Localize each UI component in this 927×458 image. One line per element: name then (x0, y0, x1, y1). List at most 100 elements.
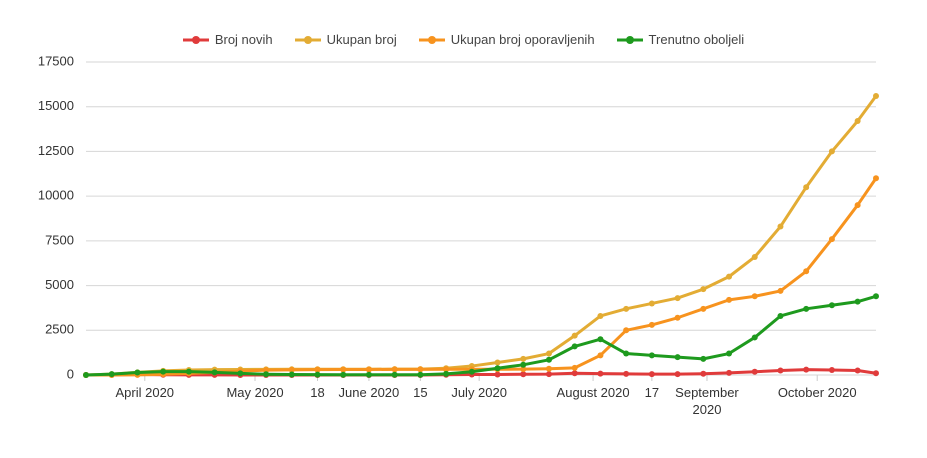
y-tick-label: 15000 (38, 98, 74, 113)
data-point (828, 236, 835, 243)
legend: Broj novih Ukupan broj Ukupan broj oporavl… (0, 32, 927, 47)
data-point (211, 369, 218, 376)
data-point (571, 370, 578, 377)
data-point (777, 287, 784, 294)
data-point (648, 352, 655, 359)
y-tick-label: 12500 (38, 143, 74, 158)
data-point (726, 350, 733, 357)
data-point (873, 175, 879, 182)
legend-dot (625, 35, 634, 44)
data-point (391, 366, 398, 373)
legend-icon (418, 35, 445, 44)
legend-item[interactable]: Trenutno oboljeli (616, 32, 744, 47)
data-point (648, 371, 655, 378)
data-point (726, 273, 733, 280)
data-point (726, 296, 733, 303)
data-point (674, 371, 681, 378)
data-point (854, 118, 861, 125)
legend-item[interactable]: Broj novih (182, 32, 273, 47)
legend-icon (182, 35, 209, 44)
data-point (571, 343, 578, 350)
data-point (597, 336, 604, 343)
data-point (726, 369, 733, 376)
data-point (674, 314, 681, 321)
data-point (520, 361, 527, 368)
y-tick-label: 7500 (45, 232, 74, 247)
legend-label: Broj novih (214, 32, 273, 47)
y-tick-label: 17500 (38, 53, 74, 68)
data-point (854, 367, 861, 374)
data-point (674, 295, 681, 302)
data-point (777, 367, 784, 374)
data-point (314, 371, 321, 378)
data-point (417, 371, 424, 378)
series-line (85, 368, 877, 377)
data-point (623, 305, 630, 312)
data-point (751, 368, 758, 375)
data-point (700, 355, 707, 362)
data-point (340, 366, 347, 373)
data-point (108, 371, 115, 378)
data-point (237, 370, 244, 377)
data-point (623, 350, 630, 357)
x-tick-label: July 2020 (451, 385, 507, 400)
y-tick-label: 5000 (45, 277, 74, 292)
data-point (160, 368, 167, 375)
legend-dot (303, 35, 312, 44)
data-point (571, 364, 578, 371)
data-point (777, 223, 784, 230)
data-point (263, 371, 270, 378)
data-point (545, 356, 552, 363)
y-tick-label: 2500 (45, 322, 74, 337)
data-point (597, 352, 604, 359)
data-point (751, 293, 758, 300)
data-point (674, 354, 681, 361)
data-point (803, 366, 810, 373)
data-point (134, 369, 141, 376)
x-tick-label: June 2020 (338, 385, 400, 400)
legend-icon (616, 35, 643, 44)
data-point (314, 366, 321, 373)
data-point (854, 298, 861, 305)
data-point (751, 334, 758, 341)
data-point (623, 370, 630, 377)
data-point (700, 286, 707, 293)
data-point (803, 268, 810, 275)
data-point (803, 184, 810, 191)
data-point (391, 371, 398, 378)
data-point (545, 365, 552, 372)
data-point (803, 305, 810, 312)
series-line (86, 177, 878, 377)
data-point (828, 148, 835, 155)
data-point (545, 371, 552, 378)
data-point (597, 312, 604, 319)
data-point (700, 370, 707, 377)
data-point (828, 366, 835, 373)
x-tick-label: May 2020 (226, 385, 284, 400)
data-point (340, 371, 347, 378)
data-point (494, 371, 501, 378)
data-point (597, 370, 604, 377)
data-point (648, 300, 655, 307)
series-line (85, 294, 877, 377)
data-point (828, 302, 835, 309)
data-point (873, 92, 879, 99)
x-tick-label: April 2020 (115, 385, 175, 400)
data-point (288, 371, 295, 378)
x-tick-label: August 2020 (556, 385, 630, 400)
data-point (571, 332, 578, 339)
data-point (417, 366, 424, 373)
x-tick-label: 17 (644, 385, 660, 400)
data-point (83, 372, 89, 378)
legend-item[interactable]: Ukupan broj (294, 32, 397, 47)
x-tick-label: September 2020 (675, 385, 739, 417)
data-point (365, 366, 372, 373)
data-point (365, 371, 372, 378)
data-point (545, 350, 552, 357)
y-tick-label: 10000 (38, 188, 74, 203)
legend-dot (191, 35, 200, 44)
legend-item[interactable]: Ukupan broj oporavljenih (418, 32, 595, 47)
x-tick-label: 18 (310, 385, 325, 400)
